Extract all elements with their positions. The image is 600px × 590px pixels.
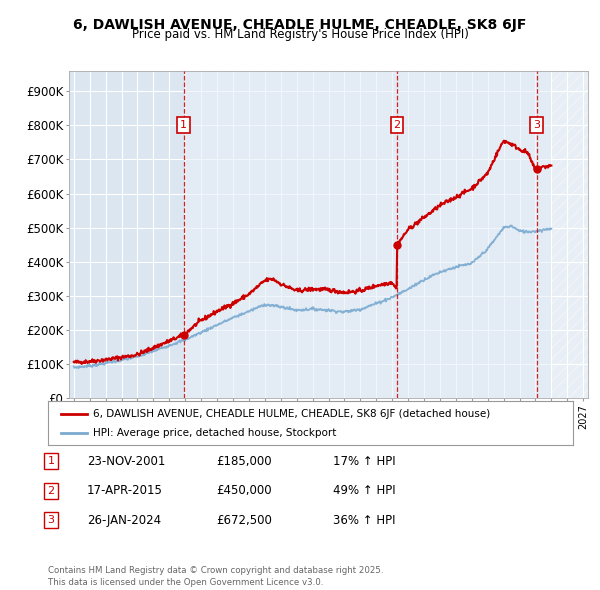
Bar	[551, 71, 588, 398]
Text: 3: 3	[47, 516, 55, 525]
Text: 1: 1	[180, 120, 187, 130]
Text: 2: 2	[47, 486, 55, 496]
Bar	[184, 71, 551, 398]
Text: Contains HM Land Registry data © Crown copyright and database right 2025.
This d: Contains HM Land Registry data © Crown c…	[48, 566, 383, 587]
Text: 17% ↑ HPI: 17% ↑ HPI	[333, 455, 395, 468]
Text: 23-NOV-2001: 23-NOV-2001	[87, 455, 166, 468]
Text: 2: 2	[394, 120, 401, 130]
Text: £450,000: £450,000	[216, 484, 272, 497]
Text: 6, DAWLISH AVENUE, CHEADLE HULME, CHEADLE, SK8 6JF (detached house): 6, DAWLISH AVENUE, CHEADLE HULME, CHEADL…	[92, 409, 490, 418]
Text: 1: 1	[47, 457, 55, 466]
Text: £672,500: £672,500	[216, 514, 272, 527]
Text: HPI: Average price, detached house, Stockport: HPI: Average price, detached house, Stoc…	[92, 428, 336, 438]
Text: 26-JAN-2024: 26-JAN-2024	[87, 514, 161, 527]
Text: 3: 3	[533, 120, 540, 130]
Text: 17-APR-2015: 17-APR-2015	[87, 484, 163, 497]
Text: £185,000: £185,000	[216, 455, 272, 468]
Text: 49% ↑ HPI: 49% ↑ HPI	[333, 484, 395, 497]
Text: 36% ↑ HPI: 36% ↑ HPI	[333, 514, 395, 527]
Text: 6, DAWLISH AVENUE, CHEADLE HULME, CHEADLE, SK8 6JF: 6, DAWLISH AVENUE, CHEADLE HULME, CHEADL…	[73, 18, 527, 32]
Text: Price paid vs. HM Land Registry's House Price Index (HPI): Price paid vs. HM Land Registry's House …	[131, 28, 469, 41]
